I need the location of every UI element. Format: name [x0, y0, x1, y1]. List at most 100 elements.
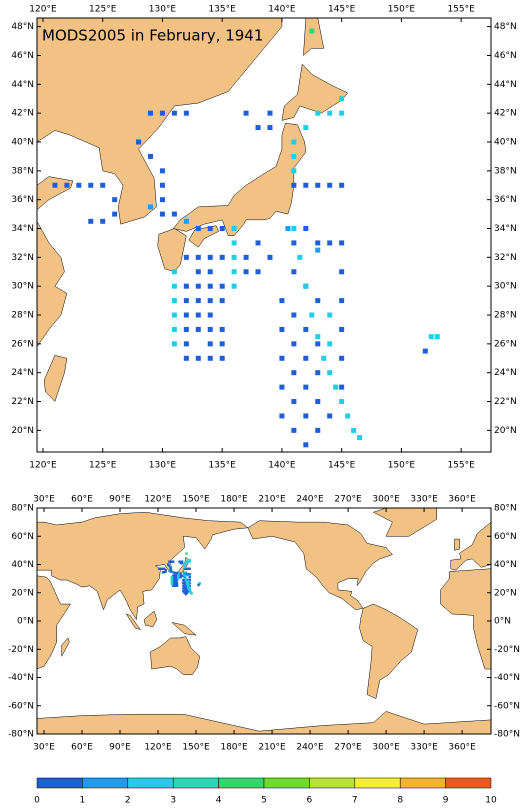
observation — [195, 254, 201, 260]
observation — [189, 590, 192, 593]
y-tick-label: -80°N — [494, 730, 520, 740]
observation — [321, 355, 327, 361]
observation — [188, 560, 191, 563]
y-tick-label: 46°N — [494, 51, 517, 61]
x-tick-label: 120°E — [144, 743, 172, 753]
x-tick-label: 360°E — [448, 495, 476, 505]
observation — [172, 584, 175, 587]
observation — [183, 298, 189, 304]
observation — [170, 581, 174, 585]
y-tick-label: -60°N — [494, 701, 520, 711]
land — [450, 521, 491, 571]
observation — [170, 578, 174, 582]
observation — [291, 182, 297, 188]
observation — [174, 584, 177, 587]
observation — [188, 559, 191, 562]
land — [43, 355, 68, 403]
observation — [182, 584, 185, 587]
observation — [339, 240, 345, 246]
y-tick-label: 34°N — [11, 224, 34, 234]
land — [125, 613, 141, 630]
observation — [182, 578, 185, 582]
observation — [159, 168, 165, 174]
observation — [184, 587, 188, 590]
y-tick-label: 28°N — [11, 311, 34, 321]
colorbar-swatch — [82, 777, 129, 789]
x-tick-label: 270°E — [334, 495, 362, 505]
observation — [168, 569, 171, 573]
land — [37, 221, 68, 348]
observation — [188, 576, 191, 579]
observation — [315, 298, 321, 304]
observation — [175, 581, 179, 585]
observation — [303, 355, 309, 361]
observation — [291, 240, 297, 246]
x-tick-label: 240°E — [296, 743, 324, 753]
observation — [171, 283, 177, 289]
x-tick-label: 330°E — [410, 743, 438, 753]
observation — [339, 298, 345, 304]
x-tick-label: 300°E — [372, 495, 400, 505]
y-tick-label: 20°N — [494, 588, 517, 598]
observation — [345, 413, 351, 419]
observation — [185, 588, 189, 592]
observation — [267, 254, 273, 260]
observation — [195, 312, 201, 318]
colorbar-label: 0 — [34, 796, 40, 806]
observation — [303, 442, 309, 448]
x-tick-label: 135°E — [208, 461, 236, 471]
observation — [207, 298, 213, 304]
x-tick-label: 60°E — [71, 495, 93, 505]
observation — [327, 312, 333, 318]
observation — [207, 341, 213, 347]
observation — [188, 584, 191, 587]
observation — [207, 254, 213, 260]
observation — [315, 341, 321, 347]
x-tick-label: 150°E — [182, 743, 210, 753]
observation — [207, 326, 213, 332]
observation — [178, 560, 181, 563]
observation — [195, 283, 201, 289]
observation — [100, 182, 106, 188]
x-tick-label: 240°E — [296, 495, 324, 505]
observation — [179, 561, 183, 565]
land — [37, 575, 72, 670]
x-tick-label: 155°E — [447, 5, 475, 15]
y-tick-label: 46°N — [11, 51, 34, 61]
observation — [185, 591, 189, 594]
observation — [169, 560, 172, 563]
observation — [173, 577, 176, 580]
observation — [303, 226, 309, 232]
observation — [243, 110, 249, 116]
observation — [187, 580, 190, 583]
land — [37, 176, 74, 211]
observation — [219, 283, 225, 289]
observation — [185, 580, 188, 583]
observation — [198, 582, 202, 585]
observation — [207, 283, 213, 289]
x-tick-label: 140°E — [268, 461, 296, 471]
observation — [291, 312, 297, 318]
x-tick-label: 330°E — [410, 495, 438, 505]
observation — [170, 560, 174, 563]
y-tick-label: 28°N — [494, 311, 517, 321]
observation — [219, 326, 225, 332]
x-tick-label: 130°E — [149, 5, 177, 15]
observation — [172, 580, 175, 583]
observation — [207, 312, 213, 318]
observation — [279, 413, 285, 419]
observation — [160, 567, 164, 570]
observation — [172, 578, 175, 582]
observation — [159, 182, 165, 188]
observation — [339, 355, 345, 361]
observation — [351, 427, 357, 433]
observation — [148, 153, 153, 159]
observation — [178, 576, 181, 579]
observation — [187, 567, 190, 570]
y-tick-label: 36°N — [11, 195, 34, 205]
observation — [171, 312, 177, 318]
observation — [184, 590, 188, 593]
observation — [174, 577, 177, 580]
observation — [207, 355, 213, 361]
y-tick-label: -60°N — [8, 701, 34, 711]
